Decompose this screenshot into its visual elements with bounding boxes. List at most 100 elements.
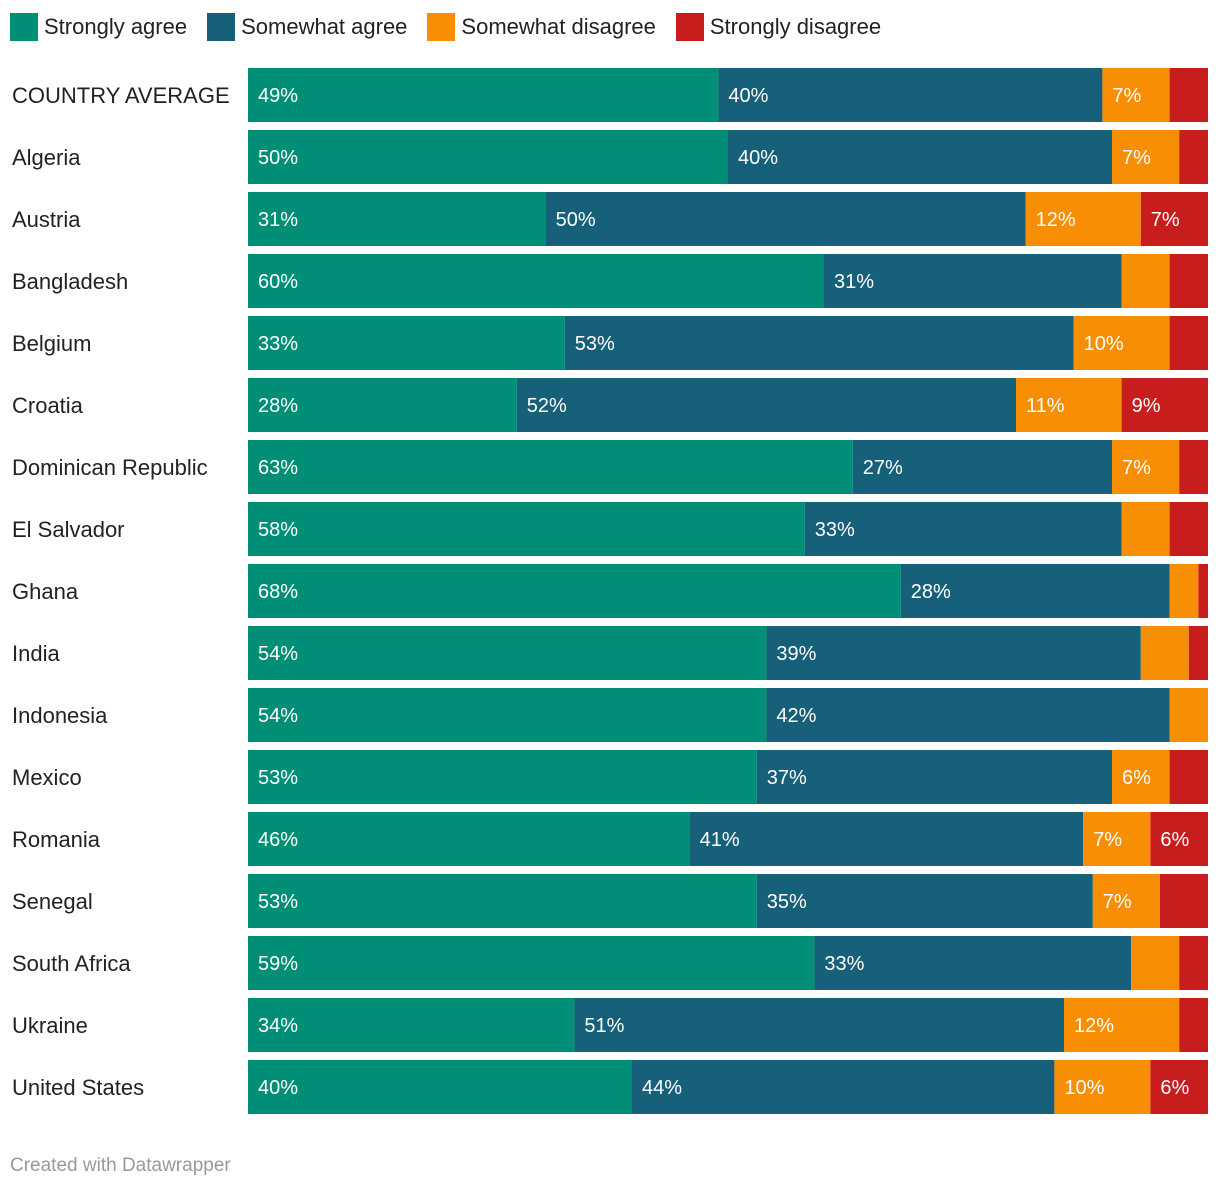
bar-segment-somewhat-disagree: [1092, 874, 1160, 928]
bar-segment-strongly-disagree: [1169, 502, 1208, 556]
row-label: Algeria: [12, 145, 81, 170]
bar-segment-somewhat-agree: [718, 68, 1103, 122]
data-label-strongly-agree: 60%: [258, 271, 298, 293]
data-label-strongly-agree: 31%: [258, 209, 298, 231]
bar-row-dominican-republic: Dominican Republic 63% 27% 7%: [12, 440, 1208, 494]
bar-segment-somewhat-agree: [756, 750, 1112, 804]
data-label-somewhat-agree: 39%: [776, 643, 816, 665]
bar-segment-somewhat-disagree: [1112, 440, 1180, 494]
bar-row-austria: Austria 31% 50% 12% 7%: [12, 192, 1208, 246]
bar-segment-somewhat-agree: [728, 130, 1112, 184]
data-label-strongly-agree: 49%: [258, 85, 298, 107]
bar-segment-strongly-disagree: [1150, 1060, 1208, 1114]
bar-segment-strongly-disagree: [1140, 192, 1208, 246]
bar-segment-strongly-agree: [248, 998, 575, 1052]
bar-row-belgium: Belgium 33% 53% 10%: [12, 316, 1208, 370]
bar-segment-somewhat-disagree: [1112, 130, 1180, 184]
data-label-somewhat-disagree: 10%: [1064, 1077, 1104, 1099]
bar-segment-somewhat-disagree: [1073, 316, 1170, 370]
legend-swatch-strongly-agree: [10, 13, 38, 41]
bar-segment-strongly-agree: [248, 812, 690, 866]
bar-row-croatia: Croatia 28% 52% 11% 9%: [12, 378, 1208, 432]
bar-row-ukraine: Ukraine 34% 51% 12%: [12, 998, 1208, 1052]
row-label: Ghana: [12, 579, 79, 604]
bar-segment-strongly-agree: [248, 502, 805, 556]
bar-segment-strongly-agree: [248, 378, 517, 432]
data-label-strongly-agree: 33%: [258, 333, 298, 355]
data-label-somewhat-disagree: 7%: [1093, 829, 1122, 851]
bar-segment-somewhat-agree: [814, 936, 1132, 990]
legend-item-strongly-disagree: Strongly disagree: [675, 13, 882, 41]
row-label: El Salvador: [12, 517, 125, 542]
row-label: Mexico: [12, 765, 82, 790]
bar-segment-strongly-disagree: [1179, 130, 1208, 184]
bar-row-senegal: Senegal 53% 35% 7%: [12, 874, 1208, 928]
bar-row-mexico: Mexico 53% 37% 6%: [12, 750, 1208, 804]
bar-row-india: India 54% 39%: [12, 626, 1208, 680]
data-label-somewhat-disagree: 6%: [1122, 767, 1151, 789]
bar-segment-somewhat-agree: [756, 874, 1093, 928]
stacked-bar-chart: COUNTRY AVERAGE 49% 40% 7% Algeria 50% 40% 7% Au…: [12, 68, 1208, 1114]
data-label-somewhat-disagree: 7%: [1122, 457, 1151, 479]
bar-segment-strongly-agree: [248, 564, 901, 618]
data-label-somewhat-agree: 50%: [556, 209, 596, 231]
bar-segment-somewhat-disagree: [1102, 68, 1170, 122]
row-label: Indonesia: [12, 703, 108, 728]
bar-segment-somewhat-agree: [766, 626, 1141, 680]
legend-swatch-strongly-disagree: [675, 13, 704, 41]
legend: Strongly agree Somewhat agree Somewhat d…: [10, 12, 901, 42]
row-label: India: [12, 641, 60, 666]
data-label-strongly-agree: 34%: [258, 1015, 298, 1037]
bar-row-south-africa: South Africa 59% 33%: [12, 936, 1208, 990]
row-label: Austria: [12, 207, 81, 232]
bar-segment-strongly-agree: [248, 626, 767, 680]
bar-segment-somewhat-disagree: [1121, 502, 1170, 556]
data-label-somewhat-disagree: 12%: [1036, 209, 1076, 231]
data-label-somewhat-agree: 40%: [738, 147, 778, 169]
bar-segment-somewhat-disagree: [1025, 192, 1141, 246]
data-label-somewhat-disagree: 7%: [1122, 147, 1151, 169]
bar-segment-strongly-agree: [248, 750, 757, 804]
bar-segment-somewhat-agree: [852, 440, 1112, 494]
bar-segment-strongly-agree: [248, 192, 546, 246]
bar-segment-strongly-agree: [248, 874, 757, 928]
bar-segment-somewhat-disagree: [1169, 688, 1208, 742]
legend-label-somewhat-agree: Somewhat agree: [241, 14, 408, 39]
data-label-strongly-agree: 46%: [258, 829, 298, 851]
bar-segment-strongly-disagree: [1121, 378, 1208, 432]
data-label-strongly-agree: 40%: [258, 1077, 298, 1099]
bar-segment-somewhat-disagree: [1131, 936, 1180, 990]
bar-segment-strongly-agree: [248, 316, 565, 370]
legend-swatch-somewhat-agree: [207, 13, 236, 41]
bar-segment-somewhat-agree: [689, 812, 1084, 866]
row-label: COUNTRY AVERAGE: [12, 83, 230, 108]
data-label-somewhat-agree: 44%: [642, 1077, 682, 1099]
row-label: Dominican Republic: [12, 455, 208, 480]
data-label-somewhat-disagree: 11%: [1026, 395, 1065, 417]
bar-segment-somewhat-disagree: [1054, 1060, 1151, 1114]
data-label-strongly-agree: 54%: [258, 643, 298, 665]
data-label-strongly-agree: 58%: [258, 519, 298, 541]
data-label-somewhat-agree: 37%: [767, 767, 807, 789]
data-label-somewhat-agree: 33%: [815, 519, 855, 541]
data-label-strongly-agree: 53%: [258, 891, 298, 913]
data-label-somewhat-agree: 52%: [527, 395, 567, 417]
data-label-somewhat-agree: 51%: [584, 1015, 624, 1037]
data-label-somewhat-agree: 41%: [700, 829, 740, 851]
data-label-strongly-disagree: 9%: [1132, 395, 1161, 417]
data-label-somewhat-agree: 40%: [728, 85, 768, 107]
legend-swatch-somewhat-disagree: [427, 13, 456, 41]
bar-segment-somewhat-agree: [804, 502, 1122, 556]
legend-label-strongly-agree: Strongly agree: [44, 14, 188, 39]
data-label-somewhat-agree: 31%: [834, 271, 874, 293]
data-label-strongly-disagree: 6%: [1160, 1077, 1189, 1099]
legend-label-strongly-disagree: Strongly disagree: [709, 14, 882, 39]
bar-segment-somewhat-agree: [766, 688, 1170, 742]
bar-segment-somewhat-disagree: [1169, 564, 1199, 618]
data-label-strongly-agree: 50%: [258, 147, 298, 169]
row-label: United States: [12, 1075, 144, 1100]
row-label: Croatia: [12, 393, 84, 418]
bar-segment-strongly-disagree: [1169, 254, 1208, 308]
legend-item-somewhat-agree: Somewhat agree: [207, 13, 407, 41]
data-label-somewhat-disagree: 12%: [1074, 1015, 1114, 1037]
